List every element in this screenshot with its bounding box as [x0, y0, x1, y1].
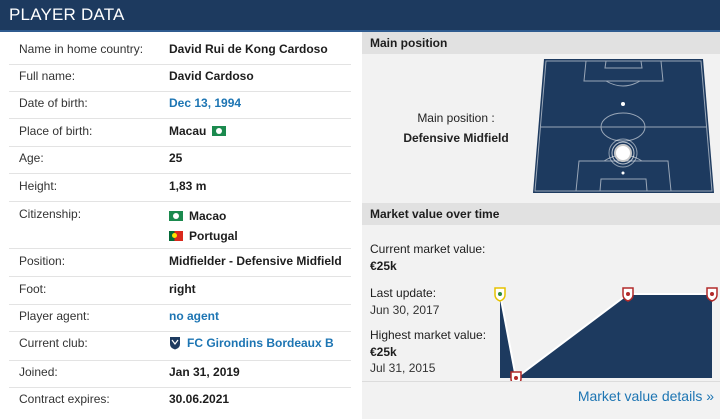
portugal-flag-icon — [169, 231, 183, 241]
detail-row-birthplace: Place of birth: Macau — [9, 124, 351, 147]
side-panel: Main position Main position : Defensive … — [362, 32, 720, 419]
chart-point-crest-icon — [510, 371, 522, 382]
detail-row-full-name: Full name: David Cardoso — [9, 69, 351, 92]
citizenship-text: Portugal — [189, 229, 238, 243]
detail-value: David Cardoso — [169, 69, 254, 83]
citizenship-text: Macao — [189, 209, 227, 223]
detail-label: Player agent: — [19, 309, 90, 323]
detail-value: Macau — [169, 124, 227, 138]
chart-point-crest-icon — [494, 287, 506, 302]
main-position-info: Main position : Defensive Midfield — [382, 108, 530, 148]
page-title: PLAYER DATA — [9, 5, 125, 24]
club-name: FC Girondins Bordeaux B — [187, 336, 334, 350]
detail-label: Current club: — [19, 336, 88, 350]
detail-row-joined: Joined: Jan 31, 2019 — [9, 365, 351, 388]
detail-label: Name in home country: — [19, 42, 144, 56]
detail-label: Place of birth: — [19, 124, 93, 138]
club-crest-icon — [170, 337, 180, 350]
detail-row-height: Height: 1,83 m — [9, 179, 351, 202]
detail-label: Full name: — [19, 69, 76, 83]
market-value-title: Market value over time — [362, 203, 720, 225]
last-update-label: Last update: — [370, 286, 437, 300]
detail-label: Position: — [19, 254, 66, 268]
page-header: PLAYER DATA — [0, 0, 720, 30]
detail-value: Midfielder - Defensive Midfield — [169, 254, 342, 268]
main-position-value: Defensive Midfield — [403, 131, 509, 145]
current-value-label: Current market value: — [370, 242, 486, 256]
detail-row-home-name: Name in home country: David Rui de Kong … — [9, 42, 351, 65]
market-value-chart — [494, 287, 718, 382]
detail-label: Date of birth: — [19, 96, 88, 110]
chart-series-line — [499, 293, 712, 380]
detail-row-foot: Foot: right — [9, 282, 351, 305]
detail-row-club: Current club: FC Girondins Bordeaux B — [9, 336, 351, 361]
highest-value-date: Jul 31, 2015 — [370, 361, 436, 375]
chart-point-crest-icon — [706, 287, 718, 302]
divider — [362, 381, 720, 382]
main-position-title: Main position — [362, 32, 720, 54]
detail-value: 1,83 m — [169, 179, 207, 193]
detail-label: Age: — [19, 151, 44, 165]
chart-area — [500, 294, 712, 378]
detail-row-dob: Date of birth: Dec 13, 1994 — [9, 96, 351, 119]
date-of-birth-link[interactable]: Dec 13, 1994 — [169, 96, 242, 110]
macao-flag-icon — [212, 126, 227, 136]
detail-value: Macao Portugal — [169, 207, 238, 245]
detail-row-age: Age: 25 — [9, 151, 351, 174]
citizenship-macao: Macao — [169, 207, 238, 225]
detail-label: Joined: — [19, 365, 58, 379]
detail-value: 30.06.2021 — [169, 392, 230, 406]
detail-value: Jan 31, 2019 — [169, 365, 240, 379]
current-value: €25k — [370, 259, 397, 273]
highest-value: €25k — [370, 345, 397, 359]
highest-value-label: Highest market value: — [370, 328, 487, 342]
detail-label: Citizenship: — [19, 207, 82, 221]
detail-value: 25 — [169, 151, 183, 165]
player-details: Name in home country: David Rui de Kong … — [0, 32, 360, 419]
detail-label: Contract expires: — [19, 392, 110, 406]
detail-row-citizenship: Citizenship: Macao Portugal — [9, 207, 351, 249]
player-agent-link[interactable]: no agent — [169, 309, 219, 323]
detail-value: David Rui de Kong Cardoso — [169, 42, 328, 56]
detail-row-position: Position: Midfielder - Defensive Midfiel… — [9, 254, 351, 277]
detail-row-agent: Player agent: no agent — [9, 309, 351, 332]
detail-label: Height: — [19, 179, 58, 193]
birthplace-text: Macau — [169, 124, 207, 138]
chart-point-crest-icon — [622, 287, 634, 302]
header-accent-bar — [0, 30, 720, 32]
citizenship-portugal: Portugal — [169, 227, 238, 245]
macao-flag-icon — [169, 211, 183, 221]
detail-label: Foot: — [19, 282, 47, 296]
current-club-link[interactable]: FC Girondins Bordeaux B — [169, 336, 334, 350]
position-marker-icon — [608, 138, 638, 168]
detail-value: right — [169, 282, 196, 296]
market-value-details-link[interactable]: Market value details » — [577, 388, 714, 404]
main-position-label: Main position : — [417, 111, 495, 125]
pitch-diagram — [533, 59, 714, 193]
detail-row-contract: Contract expires: 30.06.2021 — [9, 392, 351, 415]
last-update-date: Jun 30, 2017 — [370, 303, 440, 317]
